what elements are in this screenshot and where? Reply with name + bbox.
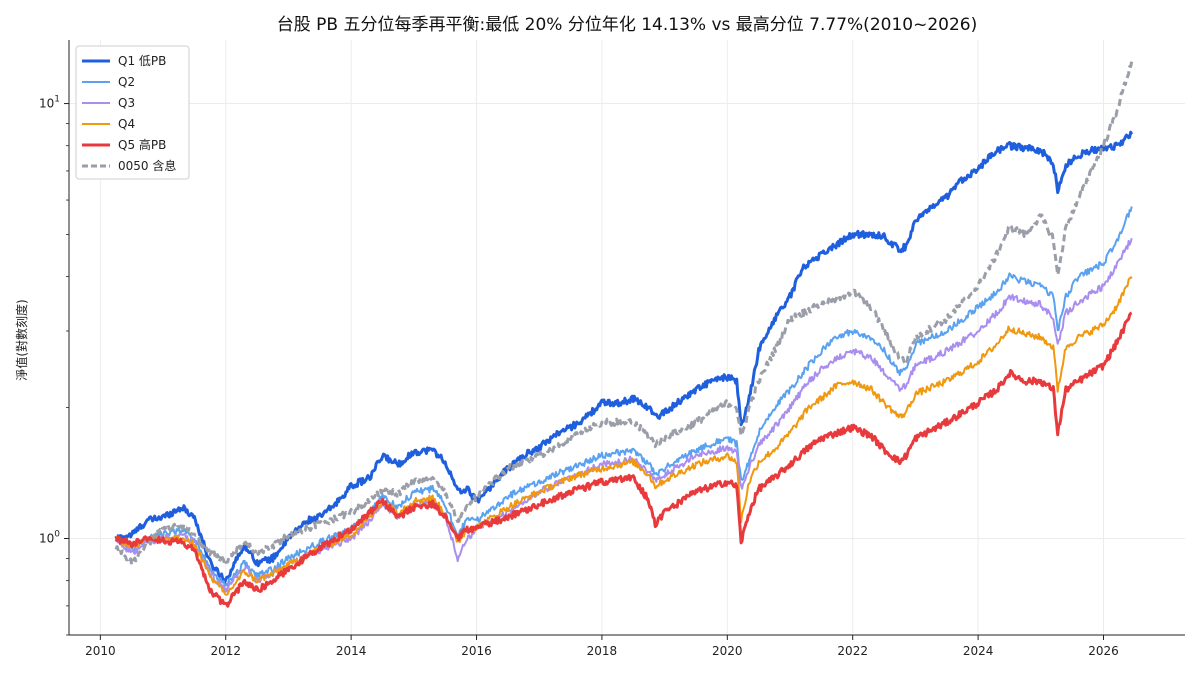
series-line [115,206,1133,587]
x-tick-label: 2010 [85,644,116,658]
legend-label: Q2 [118,75,135,89]
legend-label: Q4 [118,117,135,131]
x-tick-label: 2018 [587,644,618,658]
x-ticks: 2010 2012 2014 2016 2018 2020 2022 2024 2026 [85,635,1119,658]
x-tick-label: 2016 [461,644,492,658]
x-tick-label: 2024 [963,644,994,658]
legend-label: 0050 含息 [118,158,176,173]
chart-title: 台股 PB 五分位每季再平衡:最低 20% 分位年化 14.13% vs 最高分… [277,15,977,35]
y-tick-label: 100 [39,530,60,546]
y-tick-label: 101 [39,95,60,111]
y-axis-label: 淨值(對數刻度) [14,299,29,380]
series-line [114,61,1134,567]
y-ticks: 100 101 [39,95,69,636]
legend-label: Q1 低PB [118,54,166,68]
legend: Q1 低PB Q2 Q3 Q4 Q5 高PB 0050 含息 [75,45,190,180]
x-tick-label: 2012 [210,644,241,658]
x-tick-label: 2020 [712,644,743,658]
x-tick-label: 2014 [336,644,367,658]
series-line [114,130,1134,585]
x-tick-label: 2026 [1088,644,1119,658]
legend-label: Q5 高PB [118,137,166,152]
legend-label: Q3 [118,96,135,110]
x-tick-label: 2022 [837,644,868,658]
axes [68,40,1185,636]
series-line [114,311,1133,608]
series-layer [114,61,1134,608]
